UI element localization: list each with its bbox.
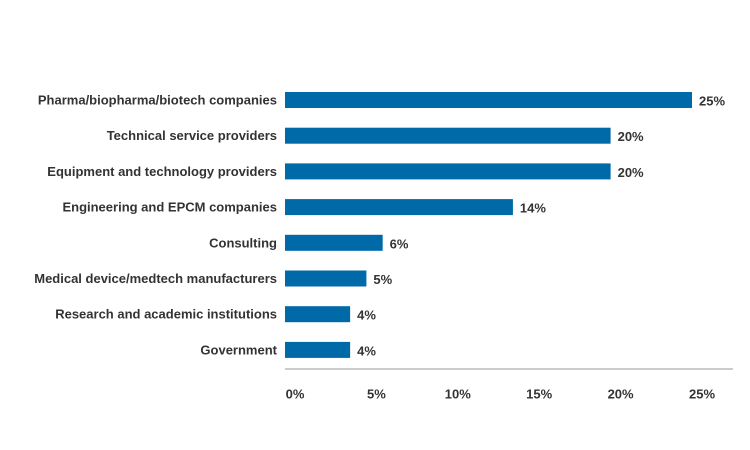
category-label: Technical service providers [107,128,277,143]
x-tick-label: 20% [608,387,634,402]
bar [285,92,692,108]
value-label: 4% [357,343,376,358]
bars [285,92,692,358]
bar [285,163,611,180]
category-label: Medical device/medtech manufacturers [34,271,277,286]
value-label: 14% [520,201,546,216]
bar [285,306,351,323]
category-label: Engineering and EPCM companies [62,200,277,215]
bar [285,199,513,216]
value-label: 5% [373,272,392,287]
value-label: 25% [699,94,725,109]
bar [285,341,351,358]
bar [285,127,611,144]
x-tick-label: 25% [689,387,715,402]
category-label: Consulting [209,235,277,250]
category-labels: Pharma/biopharma/biotech companies Techni… [34,93,277,358]
category-label: Pharma/biopharma/biotech companies [38,93,277,108]
value-label: 4% [357,308,376,323]
x-tick-label: 15% [526,387,552,402]
category-label: Government [200,342,277,357]
value-labels: 25% 20% 20% 14% 6% 5% 4% 4% [357,94,725,359]
x-tick-labels: 0% 5% 10% 15% 20% 25% [286,387,716,402]
value-label: 6% [390,236,409,251]
category-label: Equipment and technology providers [47,164,277,179]
bar [285,234,383,251]
value-label: 20% [618,129,644,144]
bar [285,270,367,287]
x-tick-label: 5% [367,387,386,402]
category-label: Research and academic institutions [55,307,277,322]
x-tick-label: 0% [286,387,305,402]
value-label: 20% [618,165,644,180]
x-tick-label: 10% [445,387,471,402]
